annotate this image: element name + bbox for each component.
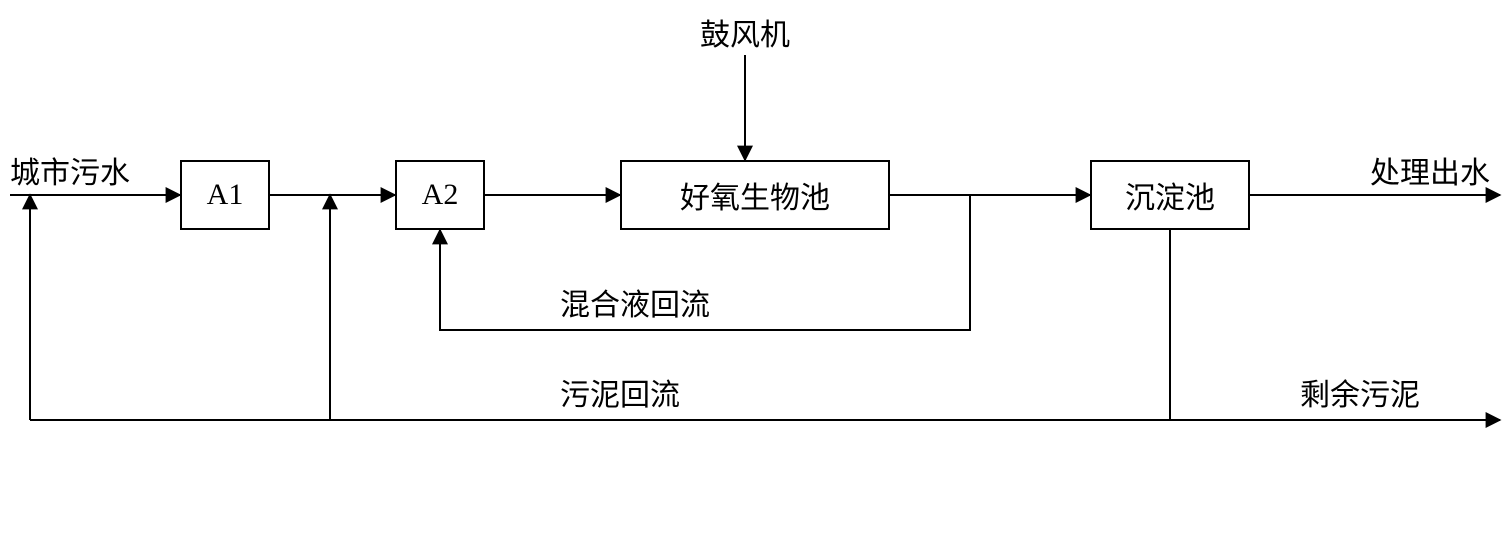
label-excess_sludge: 剩余污泥: [1300, 370, 1420, 414]
edge-layer: [0, 0, 1507, 539]
node-aerobic-label: 好氧生物池: [680, 173, 830, 217]
node-settler: 沉淀池: [1090, 160, 1250, 230]
label-mixed_return: 混合液回流: [560, 280, 710, 324]
label-blower: 鼓风机: [700, 10, 790, 54]
node-a1: A1: [180, 160, 270, 230]
node-a1-label: A1: [207, 178, 244, 212]
label-influent: 城市污水: [10, 148, 130, 192]
node-aerobic: 好氧生物池: [620, 160, 890, 230]
node-a2-label: A2: [422, 178, 459, 212]
label-sludge_return: 污泥回流: [560, 370, 680, 414]
label-effluent: 处理出水: [1370, 148, 1490, 192]
node-settler-label: 沉淀池: [1125, 173, 1215, 217]
node-a2: A2: [395, 160, 485, 230]
